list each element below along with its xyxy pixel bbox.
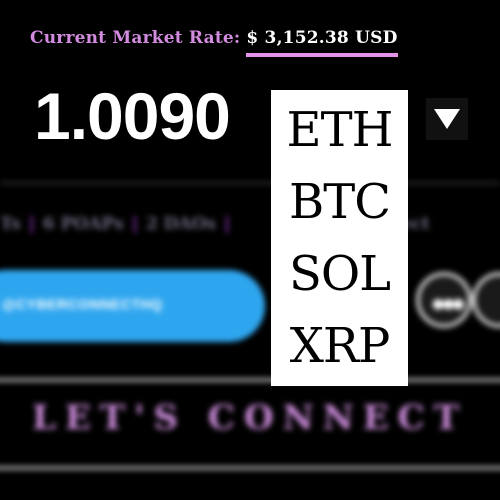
currency-option-eth[interactable]: ETH — [286, 102, 394, 158]
connect-frame — [0, 378, 500, 470]
handle-label: @CYBERCONNECTHQ — [2, 296, 163, 312]
currency-dropdown-menu: ETH BTC SOL XRP — [271, 90, 408, 386]
stat-item: Ts — [0, 214, 21, 234]
handle-button[interactable] — [0, 270, 265, 342]
stat-item: 2 DAOs — [145, 214, 216, 234]
amount-input[interactable]: 1.0090 — [34, 79, 231, 153]
currency-option-sol[interactable]: SOL — [288, 246, 391, 302]
triangle-down-icon — [434, 109, 460, 129]
currency-option-btc[interactable]: BTC — [288, 174, 391, 230]
lets-connect-button[interactable]: LET'S CONNECT — [31, 398, 469, 438]
secondary-circle-button[interactable] — [472, 272, 500, 328]
currency-dropdown-toggle[interactable] — [426, 98, 468, 140]
more-options-button[interactable]: ●●● — [416, 272, 472, 328]
market-rate-value: $ 3,152.38 USD — [246, 28, 398, 57]
stat-separator: | — [131, 214, 138, 234]
more-dots-icon: ●●● — [432, 296, 465, 312]
currency-option-xrp[interactable]: XRP — [289, 318, 391, 374]
top-divider — [0, 182, 500, 184]
stat-item: 6 POAPs — [42, 214, 124, 234]
stat-separator: | — [224, 214, 231, 234]
stat-separator: | — [28, 214, 35, 234]
market-rate: Current Market Rate: $ 3,152.38 USD — [30, 28, 398, 57]
market-rate-label: Current Market Rate: — [30, 28, 241, 48]
profile-stats-row: Ts | 6 POAPs | 2 DAOs | nect — [0, 214, 500, 234]
